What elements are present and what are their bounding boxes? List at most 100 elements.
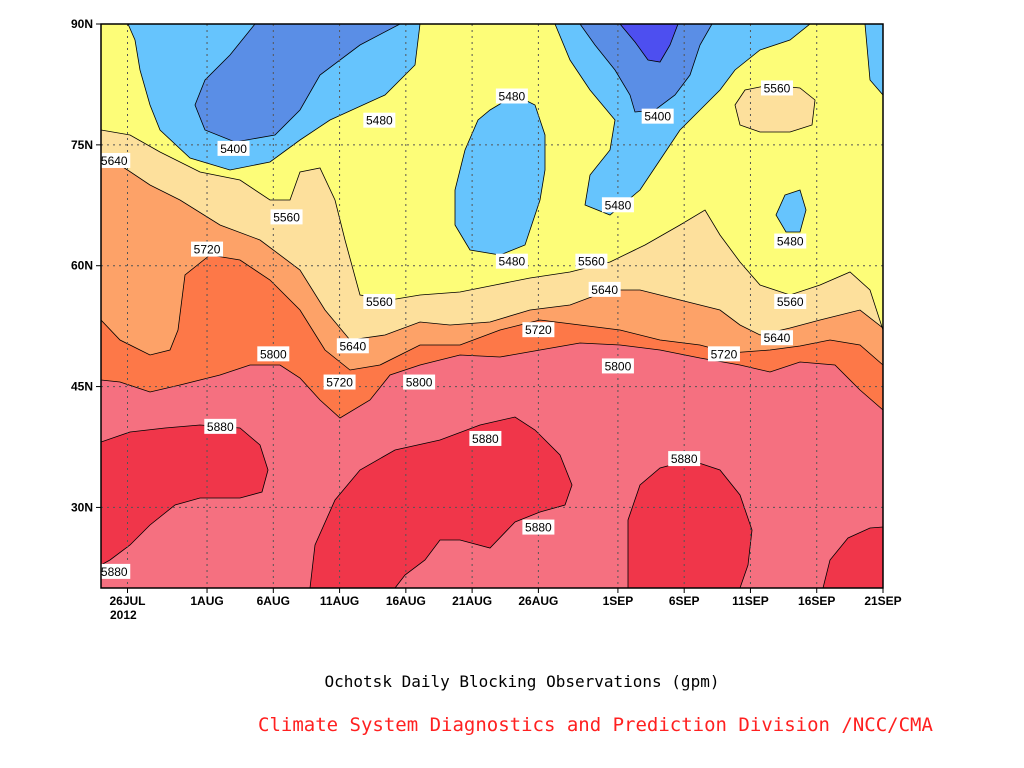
plot-frame	[100, 23, 884, 589]
contour-label-text: 5400	[220, 142, 247, 156]
contour-label-box	[601, 358, 634, 374]
x-tick-label: 16AUG	[386, 594, 426, 608]
contour-label-text: 5640	[591, 283, 618, 297]
contour-label-text: 5560	[366, 295, 393, 309]
x-tick-label: 1AUG	[190, 594, 223, 608]
x-tick-label: 6SEP	[669, 594, 700, 608]
x-tick-label: 26AUG	[518, 594, 558, 608]
contour-label: 5480	[363, 112, 396, 128]
contour-label: 5560	[270, 209, 303, 225]
x-tick-label: 21SEP	[864, 594, 901, 608]
contour-label-text: 5720	[194, 243, 221, 257]
contour-label-text: 5640	[339, 339, 366, 353]
x-axis-year-label: 2012	[110, 608, 137, 622]
contour-label-box	[98, 152, 131, 168]
x-tick-label: 11SEP	[732, 594, 769, 608]
contour-label-text: 5880	[525, 521, 552, 535]
contour-label-box	[522, 322, 555, 338]
contour-label-box	[495, 253, 528, 269]
contour-label-text: 5880	[101, 565, 128, 579]
contour-fill-layer	[101, 24, 883, 588]
contour-label-box	[760, 80, 793, 96]
contour-label: 5880	[98, 563, 131, 579]
contour-label-text: 5480	[777, 235, 804, 249]
fill-region-5400-5480-small-cell	[775, 189, 807, 233]
contour-label-text: 5560	[764, 81, 791, 95]
contour-label-box	[601, 197, 634, 213]
contour-label-box	[495, 88, 528, 104]
contour-label: 5560	[575, 253, 608, 269]
contour-label-text: 5720	[326, 376, 353, 390]
contour-label-text: 5720	[711, 347, 738, 361]
contour-label: 5640	[760, 330, 793, 346]
contour-label: 5640	[98, 152, 131, 168]
chart-title: Ochotsk Daily Blocking Observations (gpm…	[324, 672, 720, 691]
fill-region-below-5320	[619, 24, 679, 63]
contour-label: 5720	[522, 322, 555, 338]
contour-label-box	[588, 281, 621, 297]
contour-label: 5560	[774, 293, 807, 309]
contour-label: 5800	[257, 346, 290, 362]
contour-label: 5400	[641, 108, 674, 124]
contour-label-text: 5800	[406, 376, 433, 390]
contour-label: 5640	[336, 338, 369, 354]
contour-label-text: 5480	[366, 114, 393, 128]
contour-label: 5800	[601, 358, 634, 374]
contour-label: 5560	[363, 293, 396, 309]
contour-label-text: 5880	[671, 452, 698, 466]
x-tick-label: 6AUG	[257, 594, 290, 608]
y-tick-label: 90N	[71, 17, 93, 31]
fill-region-5400-5480-west-cell	[454, 94, 546, 256]
contour-label: 5800	[403, 374, 436, 390]
contour-label-box	[98, 563, 131, 579]
contour-label-box	[641, 108, 674, 124]
x-tick-label: 1SEP	[603, 594, 634, 608]
contour-label-text: 5800	[260, 347, 287, 361]
contour-label-box	[469, 430, 502, 446]
fill-region-5320-5400	[194, 24, 401, 143]
contour-label: 5400	[217, 140, 250, 156]
contour-label-box	[336, 338, 369, 354]
contour-label: 5480	[774, 233, 807, 249]
contour-label-layer: 5640 5400 5480 5560 5720 5800 5880 5880 5560 5640…	[98, 80, 807, 579]
contour-label-box	[204, 418, 237, 434]
x-tick-label: 11AUG	[320, 594, 359, 608]
contour-label: 5560	[760, 80, 793, 96]
contour-label-box	[323, 374, 356, 390]
contour-label-text: 5560	[777, 295, 804, 309]
fill-region-5480-5560-north-island	[734, 84, 816, 133]
contour-label: 5480	[495, 253, 528, 269]
y-tick-label: 75N	[71, 138, 93, 152]
contour-label: 5640	[588, 281, 621, 297]
contour-label-box	[668, 451, 701, 467]
contour-label-text: 5880	[207, 420, 234, 434]
fill-region-above-5880-west	[101, 424, 269, 566]
contour-label-box	[191, 241, 224, 257]
contour-label-box	[760, 330, 793, 346]
y-tick-label: 60N	[71, 259, 93, 273]
contour-label-box	[270, 209, 303, 225]
contour-label: 5880	[522, 519, 555, 535]
contour-label-text: 5400	[644, 110, 671, 124]
contour-label-text: 5720	[525, 323, 552, 337]
contour-label: 5720	[707, 346, 740, 362]
contour-label: 5880	[469, 430, 502, 446]
contour-label-text: 5480	[605, 198, 632, 212]
contour-label-box	[403, 374, 436, 390]
contour-label: 5480	[495, 88, 528, 104]
contour-label-text: 5480	[499, 90, 526, 104]
contour-label-text: 5480	[499, 255, 526, 269]
contour-label-box	[363, 293, 396, 309]
x-tick-label: 16SEP	[798, 594, 835, 608]
contour-label-box	[707, 346, 740, 362]
contour-label-text: 5640	[101, 154, 128, 168]
fill-region-above-5880-corner	[822, 526, 883, 588]
contour-label-box	[774, 233, 807, 249]
contour-label-box	[363, 112, 396, 128]
credit-line: Climate System Diagnostics and Predictio…	[258, 714, 933, 736]
contour-label: 5480	[601, 197, 634, 213]
contour-label-box	[217, 140, 250, 156]
y-tick-label: 30N	[71, 500, 93, 514]
contour-label: 5880	[668, 451, 701, 467]
fill-region-above-5880-center	[309, 416, 573, 588]
